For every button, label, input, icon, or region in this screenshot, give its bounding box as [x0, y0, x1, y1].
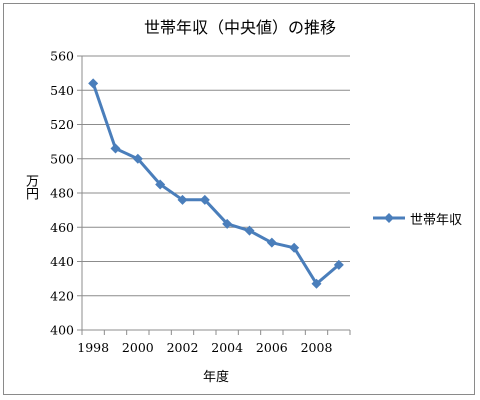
legend-marker-icon: [373, 213, 405, 223]
data-point: [222, 218, 233, 229]
series-line: [91, 81, 341, 286]
legend-label: 世帯年収: [410, 212, 463, 228]
x-tick-label: 2008: [301, 340, 333, 355]
data-point: [155, 179, 166, 190]
x-tick-label: 1998: [77, 340, 109, 355]
y-tick-label: 500: [50, 151, 74, 166]
y-tick-label: 420: [50, 288, 74, 303]
chart-title: 世帯年収（中央値）の推移: [143, 18, 336, 37]
data-point: [88, 78, 99, 89]
data-point: [311, 278, 322, 289]
x-tick-label: 2006: [256, 340, 288, 355]
y-tick-label: 440: [50, 254, 74, 269]
data-point: [199, 194, 210, 205]
y-tick-label: 480: [50, 186, 74, 201]
y-axis-label: 万円: [23, 174, 38, 200]
data-point: [289, 242, 300, 253]
x-tick-label: 2000: [122, 340, 154, 355]
y-tick-label: 540: [50, 83, 74, 98]
data-point: [266, 237, 277, 248]
data-point: [110, 143, 121, 154]
legend: 世帯年収: [372, 209, 463, 228]
y-tick-label: 460: [50, 220, 74, 235]
x-tick-label: 2002: [167, 340, 199, 355]
data-point: [177, 194, 188, 205]
x-axis-label: 年度: [202, 370, 229, 385]
data-point: [132, 153, 143, 164]
y-tick-label: 400: [50, 323, 74, 338]
y-tick-label: 560: [50, 49, 74, 64]
data-point: [244, 225, 255, 236]
data-point: [333, 259, 344, 270]
y-tick-label: 520: [50, 117, 74, 132]
x-tick-label: 2004: [211, 340, 243, 355]
